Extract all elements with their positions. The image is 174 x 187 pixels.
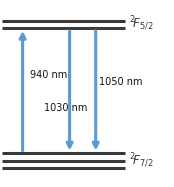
Text: 1050 nm: 1050 nm xyxy=(99,77,143,87)
Text: 940 nm: 940 nm xyxy=(30,70,67,80)
Text: $^2\!F_{5/2}$: $^2\!F_{5/2}$ xyxy=(129,15,153,33)
Text: 1030 nm: 1030 nm xyxy=(44,103,87,114)
Text: $^2\!F_{7/2}$: $^2\!F_{7/2}$ xyxy=(129,152,153,170)
